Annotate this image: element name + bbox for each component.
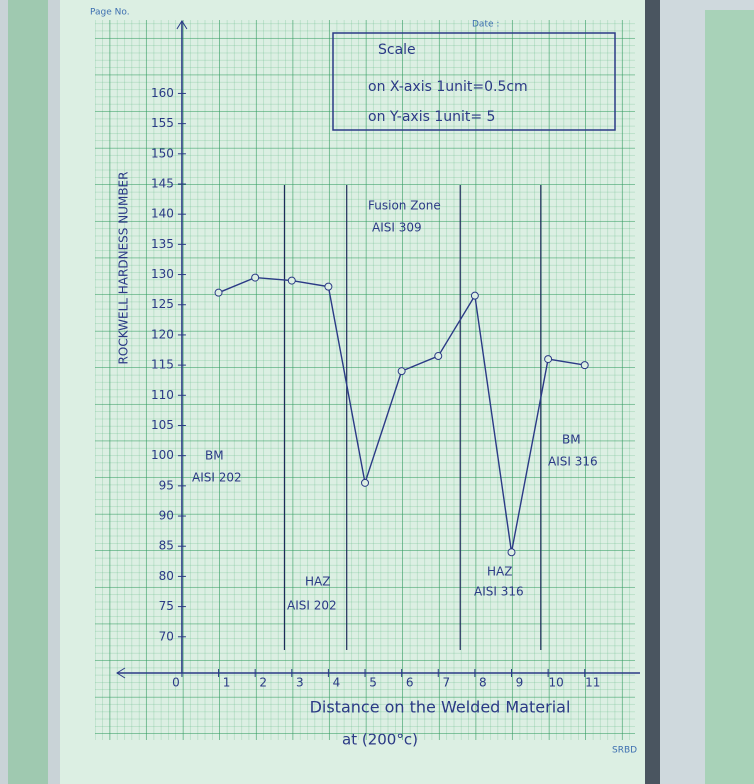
data-point: [252, 274, 259, 281]
x-tick-label: 10: [548, 676, 563, 690]
data-point: [581, 362, 588, 369]
data-point: [545, 356, 552, 363]
scale-text: on Y-axis 1unit= 5: [368, 109, 495, 125]
y-tick-label: 115: [151, 358, 174, 372]
x-tick-label: 6: [406, 676, 414, 690]
annotation: AISI 316: [548, 455, 598, 469]
annotation: AISI 202: [287, 599, 337, 613]
annotation: AISI 316: [474, 585, 524, 599]
y-tick-label: 70: [159, 629, 174, 643]
x-axis-label: Distance on the Welded Material: [310, 698, 571, 717]
x-axis-label-2: at (200°c): [342, 731, 418, 749]
data-point: [471, 292, 478, 299]
data-point: [398, 368, 405, 375]
y-tick-label: 110: [151, 388, 174, 402]
y-tick-label: 140: [151, 207, 174, 221]
y-tick-label: 145: [151, 177, 174, 191]
annotation: HAZ: [305, 575, 330, 589]
date: Date :: [472, 20, 499, 30]
annotation: HAZ: [487, 565, 512, 579]
x-tick-label: 2: [259, 676, 267, 690]
y-tick-label: 75: [159, 599, 174, 613]
data-point: [435, 353, 442, 360]
data-point: [288, 277, 295, 284]
y-tick-label: 80: [159, 569, 174, 583]
x-tick-label: 5: [369, 676, 377, 690]
y-tick-label: 100: [151, 448, 174, 462]
annotation: AISI 309: [372, 221, 422, 235]
y-tick-label: 125: [151, 297, 174, 311]
x-tick-label: 9: [516, 676, 524, 690]
data-point: [362, 479, 369, 486]
graph-grid: [95, 20, 635, 740]
y-tick-label: 85: [159, 539, 174, 553]
scale-text: Scale: [378, 42, 416, 58]
x-tick-label: 3: [296, 676, 304, 690]
page-no: Page No.: [90, 8, 130, 18]
annotation: AISI 202: [192, 471, 242, 485]
chart: Page No. Date : SRBD ROCKWELL HARDNESS N…: [0, 0, 754, 784]
x-tick-label: 0: [172, 676, 180, 690]
page: Page No. Date : SRBD ROCKWELL HARDNESS N…: [0, 0, 754, 784]
y-tick-label: 95: [159, 478, 174, 492]
right-page-grid: [705, 10, 754, 784]
annotation: BM: [562, 433, 581, 447]
annotation: BM: [205, 449, 224, 463]
scale-text: on X-axis 1unit=0.5cm: [368, 79, 528, 95]
data-point: [325, 283, 332, 290]
y-tick-label: 120: [151, 327, 174, 341]
y-tick-label: 150: [151, 146, 174, 160]
data-point: [508, 549, 515, 556]
data-point: [215, 289, 222, 296]
y-tick-label: 155: [151, 116, 174, 130]
y-tick-label: 160: [151, 86, 174, 100]
x-tick-label: 1: [223, 676, 231, 690]
y-axis-label: ROCKWELL HARDNESS NUMBER: [117, 172, 131, 365]
y-tick-label: 105: [151, 418, 174, 432]
y-tick-label: 90: [159, 509, 174, 523]
x-tick-label: 8: [479, 676, 487, 690]
x-tick-label: 4: [333, 676, 341, 690]
y-tick-label: 135: [151, 237, 174, 251]
annotation: Fusion Zone: [368, 199, 441, 213]
left-page-grid: [8, 0, 48, 784]
footer: SRBD: [612, 746, 637, 756]
x-tick-label: 7: [442, 676, 450, 690]
x-tick-label: 11: [585, 676, 600, 690]
y-tick-label: 130: [151, 267, 174, 281]
